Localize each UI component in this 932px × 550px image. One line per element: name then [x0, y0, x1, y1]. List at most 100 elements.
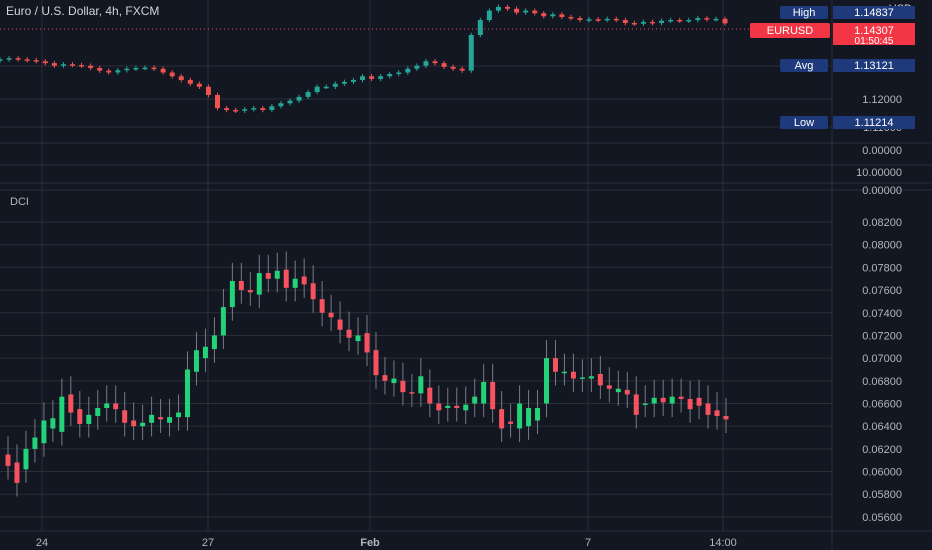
dci-candle-down [68, 394, 74, 413]
price-candle-up [378, 76, 384, 79]
last-price-value: 1.14307 [854, 25, 894, 37]
dci-axis-tick: 0.08000 [862, 240, 902, 252]
price-candle-down [169, 72, 175, 77]
price-candle-up [332, 83, 338, 87]
price-candle-up [686, 20, 692, 22]
dci-candle-up [472, 396, 478, 404]
price-candle-up [550, 14, 556, 17]
price-candle-down [151, 67, 157, 70]
price-candle-up [695, 18, 701, 20]
dci-candle-down [454, 405, 460, 409]
dci-candle-up [274, 270, 280, 279]
price-candle-up [287, 100, 293, 104]
price-candle-down [532, 10, 538, 14]
price-candle-up [269, 106, 275, 110]
price-candle-down [441, 63, 447, 67]
dci-candle-up [445, 405, 451, 409]
dci-candle-up [517, 403, 523, 429]
dci-candle-down [723, 415, 729, 420]
price-candle-up [486, 10, 492, 20]
dci-candle-down [77, 409, 83, 424]
stat-value-badge [833, 59, 915, 72]
dci-candle-up [59, 396, 65, 432]
dci-candle-up [202, 346, 208, 359]
dci-candles [5, 251, 729, 497]
price-candle-up [668, 20, 674, 22]
price-candle-up [124, 68, 130, 71]
time-tick-label: 27 [202, 537, 214, 549]
dci-candle-up [355, 335, 361, 342]
price-candle-up [423, 61, 429, 66]
price-candle-down [178, 76, 184, 80]
time-axis: 24 27 Feb 7 14:00 [36, 537, 737, 549]
dci-candle-down [319, 299, 325, 313]
symbol-badge-label: EURUSD [767, 25, 814, 37]
dci-candle-up [167, 417, 173, 423]
price-candle-up [6, 58, 12, 60]
price-candle-down [160, 68, 166, 73]
dci-candle-up [615, 388, 621, 393]
dci-candle-down [328, 312, 334, 318]
price-candle-down [559, 14, 565, 17]
dci-candle-down [131, 420, 137, 427]
dci-candle-up [642, 403, 648, 405]
time-tick-label: 7 [585, 537, 591, 549]
price-candle-up [468, 35, 474, 71]
dci-candle-up [588, 376, 594, 379]
stat-badge-low [780, 116, 828, 129]
price-candle-down [541, 13, 547, 17]
price-candle-down [233, 110, 239, 112]
dci-candle-up [256, 273, 262, 295]
price-candle-up [523, 10, 529, 13]
dci-candle-up [220, 307, 226, 336]
stat-value: 1.13121 [854, 60, 894, 72]
dci-candle-down [427, 387, 433, 404]
price-candle-down [51, 63, 57, 66]
price-candle-down [459, 68, 465, 71]
price-candle-up [296, 96, 302, 101]
dci-axis-tick: 0.06400 [862, 421, 902, 433]
dci-axis-tick: 0.08200 [862, 217, 902, 229]
price-candle-down [650, 21, 655, 24]
dci-candle-down [122, 410, 128, 423]
dci-candle-down [283, 269, 289, 288]
stat-value: 1.11214 [855, 117, 894, 129]
dci-axis-tick: 0.07600 [862, 285, 902, 297]
dci-candle-down [633, 394, 639, 415]
dci-candle-up [104, 403, 110, 409]
dci-candle-down [436, 403, 442, 411]
price-candle-up [142, 67, 148, 70]
dci-axis-tick: 0.06600 [862, 398, 902, 410]
dci-candle-up [651, 397, 657, 404]
time-tick-label: 14:00 [709, 537, 737, 549]
price-candle-down [187, 80, 193, 84]
price-candle-up [251, 108, 257, 110]
price-candle-up [604, 18, 610, 21]
dci-candle-down [382, 375, 388, 381]
price-candle-up [387, 74, 393, 77]
price-candle-down [432, 61, 438, 64]
dci-candle-down [113, 403, 119, 410]
dci-candle-up [526, 408, 532, 427]
indicator-label: DCI [10, 196, 29, 208]
symbol-badge [750, 23, 830, 38]
price-candle-down [70, 64, 75, 66]
price-candle-down [704, 18, 710, 20]
dci-candle-up [185, 369, 190, 418]
dci-candle-down [499, 409, 505, 429]
price-candle-down [260, 108, 266, 110]
price-candle-down [42, 61, 48, 64]
stat-badge-high [780, 6, 828, 19]
dci-candle-up [50, 418, 56, 429]
dci-candle-down [508, 421, 514, 424]
dci-candle-up [211, 335, 217, 350]
stat-badge-label: High [793, 7, 816, 19]
dci-candle-down [301, 276, 307, 285]
price-candle-up [495, 6, 501, 11]
dci-candle-down [265, 273, 271, 279]
dci-axis-tick: 0.06800 [862, 376, 902, 388]
dci-candle-down [660, 397, 666, 403]
price-candle-up [323, 86, 329, 89]
